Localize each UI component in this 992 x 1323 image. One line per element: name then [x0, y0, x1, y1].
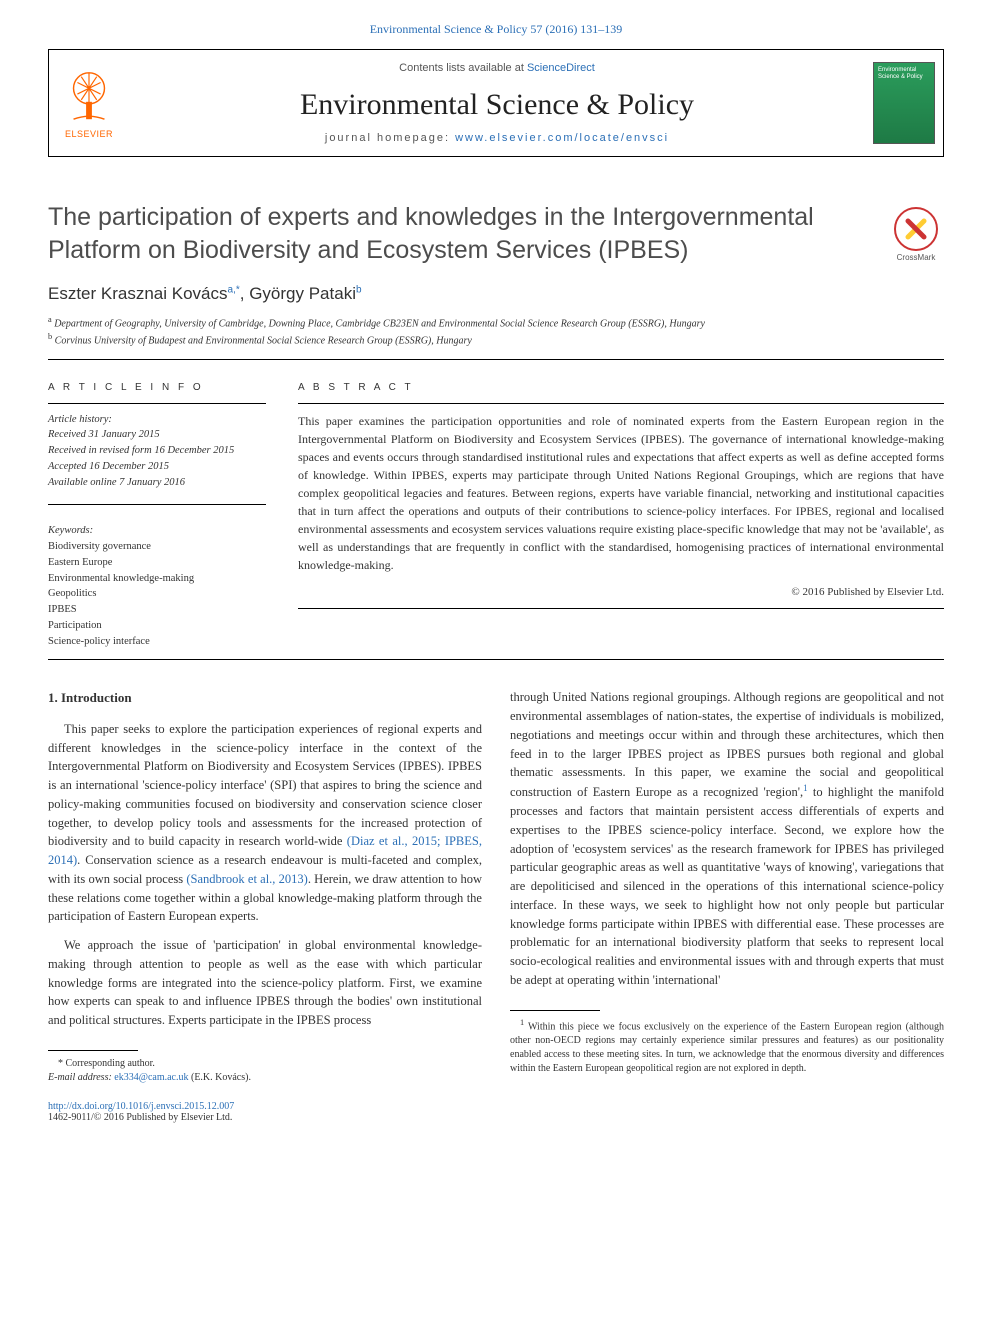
running-header: Environmental Science & Policy 57 (2016)… — [0, 0, 992, 49]
journal-title: Environmental Science & Policy — [129, 88, 865, 122]
journal-cover-thumb: Environmental Science & Policy — [865, 50, 943, 156]
abstract-bottom-rule — [298, 608, 944, 609]
cover-image: Environmental Science & Policy — [873, 62, 935, 144]
author-2: György Pataki — [249, 284, 356, 303]
article-title: The participation of experts and knowled… — [48, 201, 944, 266]
issn-copyright-line: 1462-9011/© 2016 Published by Elsevier L… — [48, 1112, 944, 1123]
info-rule — [48, 403, 266, 404]
citation-link[interactable]: (Sandbrook et al., 2013) — [186, 872, 307, 886]
section-heading: 1. Introduction — [48, 688, 482, 708]
divider-rule — [48, 659, 944, 660]
authors-line: Eszter Krasznai Kovácsa,*, György Pataki… — [48, 284, 944, 304]
sciencedirect-link[interactable]: ScienceDirect — [527, 62, 595, 74]
keyword: Eastern Europe — [48, 555, 266, 571]
body-paragraph: through United Nations regional grouping… — [510, 688, 944, 989]
elsevier-logo: ELSEVIER — [49, 50, 129, 156]
history-revised: Received in revised form 16 December 201… — [48, 443, 266, 459]
abstract-text: This paper examines the participation op… — [298, 412, 944, 574]
abstract-heading: A B S T R A C T — [298, 382, 944, 393]
history-label: Article history: — [48, 412, 266, 428]
keyword: Environmental knowledge-making — [48, 571, 266, 587]
history-received: Received 31 January 2015 — [48, 427, 266, 443]
body-paragraph: We approach the issue of 'participation'… — [48, 936, 482, 1030]
keyword: Science-policy interface — [48, 634, 266, 650]
footnote-marker[interactable]: 1 — [803, 783, 808, 793]
footnote-rule — [48, 1050, 138, 1051]
corresponding-author-footnote: * Corresponding author. E-mail address: … — [48, 1057, 482, 1085]
abstract-column: A B S T R A C T This paper examines the … — [298, 382, 944, 650]
article-info-column: A R T I C L E I N F O Article history: R… — [48, 382, 266, 650]
left-column: 1. Introduction This paper seeks to expl… — [48, 688, 482, 1085]
affiliation-a: a Department of Geography, University of… — [48, 314, 944, 331]
body-paragraph: This paper seeks to explore the particip… — [48, 720, 482, 926]
keyword: IPBES — [48, 602, 266, 618]
header-center: Contents lists available at ScienceDirec… — [129, 50, 865, 156]
elsevier-wordmark: ELSEVIER — [65, 129, 113, 139]
divider-rule — [48, 359, 944, 360]
right-column: through United Nations regional grouping… — [510, 688, 944, 1085]
abstract-rule — [298, 403, 944, 404]
history-accepted: Accepted 16 December 2015 — [48, 459, 266, 475]
keywords-block: Keywords: Biodiversity governance Easter… — [48, 523, 266, 649]
info-abstract-row: A R T I C L E I N F O Article history: R… — [48, 382, 944, 650]
article-info-heading: A R T I C L E I N F O — [48, 382, 266, 393]
citation-link[interactable]: (Diaz et al., 2015; IPBES, 2014) — [48, 834, 482, 867]
elsevier-tree-icon — [60, 67, 118, 125]
doi-link[interactable]: http://dx.doi.org/10.1016/j.envsci.2015.… — [48, 1101, 234, 1112]
info-rule — [48, 504, 266, 505]
footnote-1: 1 Within this piece we focus exclusively… — [510, 1017, 944, 1076]
body-columns: 1. Introduction This paper seeks to expl… — [48, 688, 944, 1085]
crossmark-icon — [894, 207, 938, 251]
journal-homepage-line: journal homepage: www.elsevier.com/locat… — [129, 132, 865, 144]
crossmark-badge[interactable]: CrossMark — [888, 207, 944, 262]
article-history: Article history: Received 31 January 201… — [48, 412, 266, 491]
author-2-affil-marker: b — [356, 284, 362, 295]
history-online: Available online 7 January 2016 — [48, 475, 266, 491]
affiliations: a Department of Geography, University of… — [48, 314, 944, 349]
affiliation-b: b Corvinus University of Budapest and En… — [48, 331, 944, 348]
keyword: Participation — [48, 618, 266, 634]
footnote-rule — [510, 1010, 600, 1011]
bottom-metadata: http://dx.doi.org/10.1016/j.envsci.2015.… — [48, 1101, 944, 1123]
crossmark-label: CrossMark — [888, 253, 944, 262]
abstract-copyright: © 2016 Published by Elsevier Ltd. — [298, 586, 944, 598]
author-1: Eszter Krasznai Kovács — [48, 284, 228, 303]
journal-header-box: ELSEVIER Contents lists available at Sci… — [48, 49, 944, 157]
author-1-affil-marker: a,* — [228, 284, 240, 295]
keyword: Biodiversity governance — [48, 539, 266, 555]
email-link[interactable]: ek334@cam.ac.uk — [114, 1072, 188, 1083]
keyword: Geopolitics — [48, 586, 266, 602]
contents-available-line: Contents lists available at ScienceDirec… — [129, 62, 865, 74]
journal-homepage-link[interactable]: www.elsevier.com/locate/envsci — [455, 132, 669, 144]
keywords-label: Keywords: — [48, 523, 266, 539]
article-header: The participation of experts and knowled… — [48, 201, 944, 266]
citation-line: Environmental Science & Policy 57 (2016)… — [370, 22, 623, 36]
